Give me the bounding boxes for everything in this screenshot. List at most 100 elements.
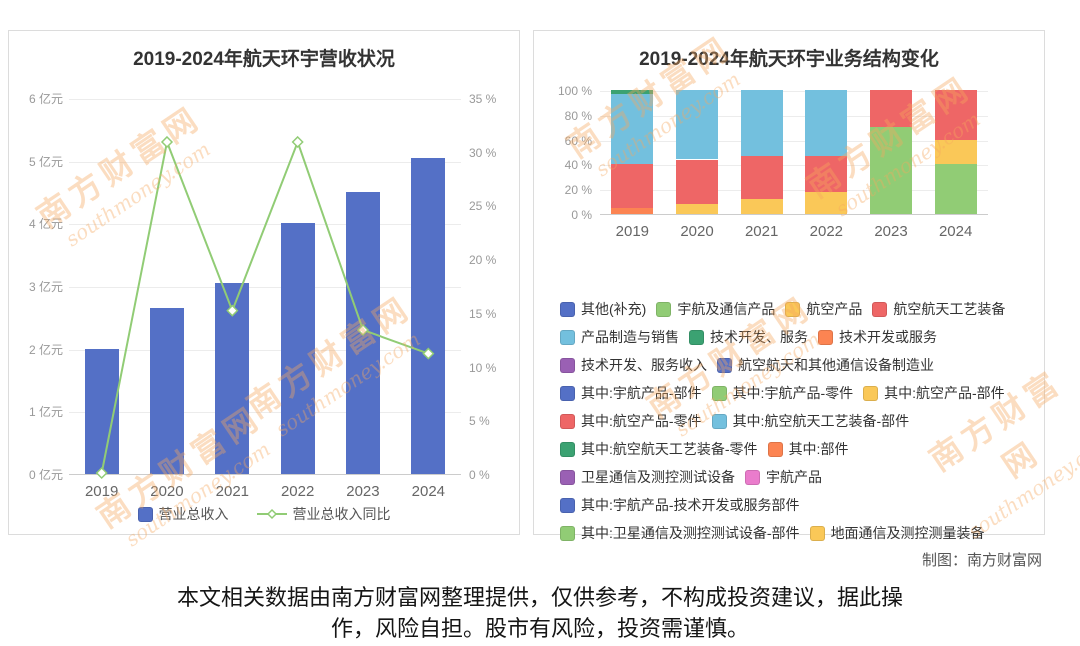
left-axis-label: 6 亿元 bbox=[28, 92, 63, 106]
segment-2021-0 bbox=[740, 199, 783, 214]
left-axis-label: 2 亿元 bbox=[28, 342, 63, 357]
legend-item-6: 技术开发或服务 bbox=[818, 327, 937, 347]
legend-label: 其中:部件 bbox=[788, 441, 849, 457]
legend-label: 技术开发或服务 bbox=[839, 329, 937, 345]
structure-plot-area bbox=[600, 90, 988, 215]
legend-label: 其中:航空产品-零件 bbox=[581, 413, 702, 429]
legend-label: 其中:卫星通信及测控测试设备-部件 bbox=[581, 525, 800, 541]
gridline bbox=[69, 349, 461, 351]
legend-item-3: 航空航天工艺装备 bbox=[872, 299, 1005, 319]
segment-2022-2 bbox=[805, 90, 848, 156]
legend-item-12: 其中:航空产品-零件 bbox=[560, 411, 702, 431]
legend-swatch bbox=[863, 385, 879, 401]
legend-label: 其中:航空产品-部件 bbox=[884, 385, 1005, 401]
legend-label: 技术开发、服务 bbox=[710, 329, 808, 345]
gridline bbox=[69, 99, 461, 100]
x-axis-label: 2021 bbox=[744, 223, 779, 240]
legend-swatch bbox=[767, 441, 783, 457]
legend-swatch bbox=[689, 329, 704, 345]
legend-label: 其中:宇航产品-技术开发或服务部件 bbox=[581, 497, 800, 513]
disclaimer-line-1: 本文相关数据由南方财富网整理提供，仅供参考，不构成投资建议，据此操 bbox=[176, 585, 903, 610]
legend-item-20: 地面通信及测控测量装备 bbox=[809, 523, 985, 543]
gridline bbox=[69, 161, 461, 163]
revenue-chart-title: 2019-2024年航天环宇营收状况 bbox=[133, 49, 395, 70]
yoy-line-series bbox=[95, 135, 435, 480]
yoy-point-2020 bbox=[160, 135, 174, 149]
segment-2019-3 bbox=[611, 90, 654, 94]
legend-swatch bbox=[745, 469, 760, 485]
line-series-legend-icon bbox=[256, 508, 287, 520]
x-axis-label: 2021 bbox=[215, 483, 250, 500]
legend-swatch bbox=[560, 413, 575, 429]
segment-2020-0 bbox=[676, 204, 718, 214]
chart-credit: 制图：南方财富网 bbox=[921, 552, 1042, 569]
y-axis-label: 80 % bbox=[564, 108, 592, 123]
segment-2022-1 bbox=[805, 155, 848, 192]
legend-label: 技术开发、服务收入 bbox=[581, 357, 707, 373]
left-axis-label: 5 亿元 bbox=[28, 154, 63, 169]
legend-item-0: 其他(补充) bbox=[560, 299, 646, 319]
x-axis-label: 2024 bbox=[938, 223, 973, 240]
legend-label: 航空产品 bbox=[806, 301, 863, 317]
legend-label: 产品制造与销售 bbox=[581, 329, 679, 345]
right-axis-label: 15 % bbox=[469, 306, 497, 321]
segment-2021-1 bbox=[740, 155, 783, 200]
stacked-bar-2019 bbox=[611, 90, 654, 214]
legend-label: 其中:宇航产品-部件 bbox=[581, 385, 702, 401]
gridline bbox=[600, 91, 988, 92]
legend-label: 宇航及通信产品 bbox=[677, 301, 776, 317]
revenue-bar-2022 bbox=[280, 223, 315, 474]
legend-item-8: 航空航天和其他通信设备制造业 bbox=[717, 355, 934, 375]
segment-2024-2 bbox=[934, 90, 977, 140]
left-axis-label: 0 亿元 bbox=[28, 468, 63, 482]
legend-label: 其中:航空航天工艺装备-部件 bbox=[732, 413, 910, 429]
structure-chart-title: 2019-2024年航天环宇业务结构变化 bbox=[639, 49, 939, 70]
legend-label: 其中:宇航产品-零件 bbox=[732, 385, 854, 401]
segment-2023-1 bbox=[870, 90, 912, 128]
legend-swatch bbox=[711, 385, 727, 401]
y-axis-label: 60 % bbox=[564, 133, 592, 148]
legend-label: 航空航天工艺装备 bbox=[893, 301, 1006, 317]
legend-item-10: 其中:宇航产品-零件 bbox=[711, 383, 854, 403]
legend-item-11: 其中:航空产品-部件 bbox=[863, 383, 1005, 403]
right-axis-label: 25 % bbox=[469, 199, 497, 214]
legend-item-2: 航空产品 bbox=[785, 299, 862, 319]
y-axis-label: 0 % bbox=[571, 208, 592, 222]
x-axis-label: 2023 bbox=[874, 223, 908, 240]
yoy-point-2022 bbox=[291, 135, 304, 149]
segment-2021-2 bbox=[740, 90, 783, 156]
bar-series-legend-icon bbox=[137, 506, 153, 522]
legend-swatch bbox=[872, 301, 888, 317]
legend-item-17: 宇航产品 bbox=[745, 467, 822, 487]
y-axis-label: 100 % bbox=[557, 84, 592, 98]
structure-chart: 100 % 80 % 60 % 40 % 20 % 0 % 2019 2020 2021 2022… bbox=[544, 81, 1034, 261]
legend-swatch bbox=[818, 329, 833, 345]
legend-item-yoy: 营业总收入同比 bbox=[256, 504, 391, 524]
segment-2019-2 bbox=[611, 93, 654, 165]
legend-item-5: 技术开发、服务 bbox=[689, 327, 808, 347]
segment-2024-1 bbox=[934, 139, 977, 165]
left-axis-label: 1 亿元 bbox=[28, 405, 63, 420]
x-axis-label: 2022 bbox=[809, 223, 844, 240]
x-axis-label: 2022 bbox=[280, 483, 315, 500]
legend-item-9: 其中:宇航产品-部件 bbox=[560, 383, 702, 403]
yoy-point-2024 bbox=[422, 347, 435, 360]
legend-swatch bbox=[560, 441, 575, 457]
y-axis-label: 40 % bbox=[564, 158, 592, 173]
right-axis-label: 35 % bbox=[469, 92, 497, 106]
legend-swatch bbox=[560, 301, 575, 317]
revenue-chart-legend: 营业总收入 营业总收入同比 bbox=[9, 504, 519, 524]
legend-swatch bbox=[560, 385, 575, 401]
x-axis-label: 2024 bbox=[411, 483, 446, 500]
stacked-bar-2023 bbox=[870, 90, 912, 214]
yoy-line bbox=[100, 138, 429, 474]
stacked-bar-2020 bbox=[676, 90, 718, 214]
gridline bbox=[600, 190, 988, 192]
segment-2024-0 bbox=[934, 164, 977, 214]
legend-label: 其他(补充) bbox=[581, 301, 647, 317]
x-axis-label: 2019 bbox=[615, 223, 650, 240]
legend-label: 其中:航空航天工艺装备-零件 bbox=[581, 441, 758, 457]
right-axis-label: 30 % bbox=[469, 145, 497, 160]
right-axis-label: 10 % bbox=[469, 360, 497, 375]
segment-2020-2 bbox=[676, 90, 718, 160]
